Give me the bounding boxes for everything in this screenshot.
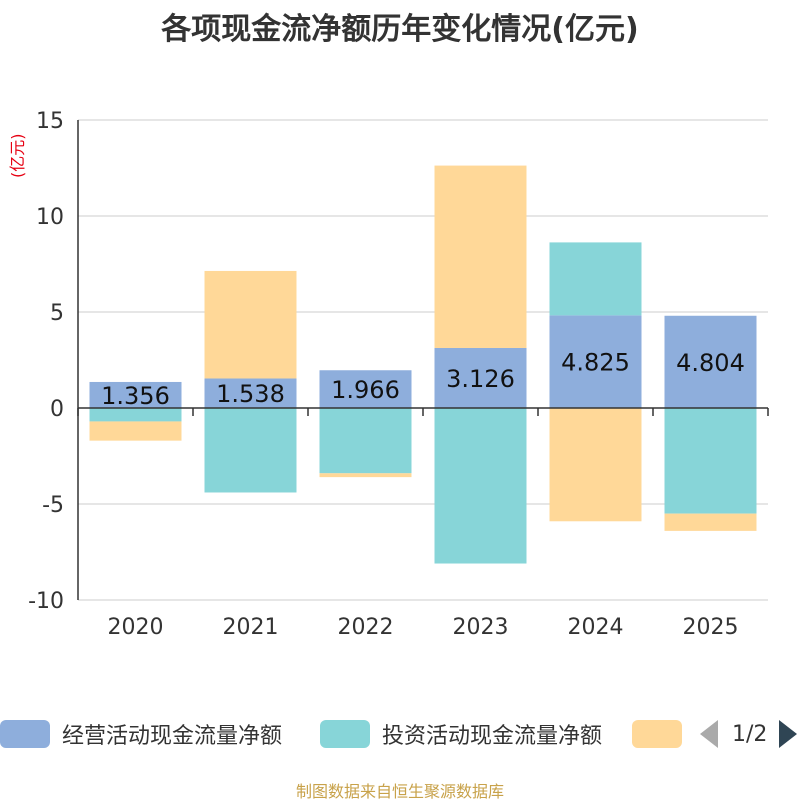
data-source-note: 制图数据来自恒生聚源数据库 (295, 782, 504, 801)
data-label: 1.966 (331, 376, 400, 404)
x-tick-label: 2021 (223, 615, 279, 640)
bar-operating-2024 (549, 315, 642, 408)
x-tick-label: 2022 (338, 615, 394, 640)
legend: 经营活动现金流量净额 投资活动现金流量净额 (0, 712, 800, 756)
legend-item-operating[interactable]: 经营活动现金流量净额 (0, 712, 282, 756)
bar-investing-2025 (664, 408, 757, 514)
x-tick-label: 2020 (108, 615, 164, 640)
data-label: 4.825 (561, 349, 630, 377)
legend-swatch-financing (632, 720, 682, 748)
bar-operating-2021 (204, 378, 297, 408)
bar-financing-2022 (319, 473, 412, 478)
legend-swatch-investing (320, 720, 370, 748)
bar-financing-2024 (549, 408, 642, 522)
bar-operating-2025 (664, 315, 757, 408)
bar-financing-2020 (89, 421, 182, 441)
legend-swatch-operating (0, 720, 50, 748)
bar-investing-2020 (89, 408, 182, 422)
y-tick-label: -10 (28, 589, 64, 614)
bar-investing-2024 (549, 242, 642, 316)
x-tick-label: 2024 (568, 615, 624, 640)
data-label: 1.356 (101, 382, 170, 410)
y-tick-label: 15 (36, 109, 64, 134)
bar-financing-2021 (204, 270, 297, 379)
legend-item-investing[interactable]: 投资活动现金流量净额 (320, 712, 602, 756)
legend-prev-page-icon[interactable] (700, 720, 718, 748)
y-tick-label: 10 (36, 205, 64, 230)
bar-financing-2025 (664, 513, 757, 531)
legend-next-page-icon[interactable] (779, 720, 798, 748)
x-tick-label: 2025 (683, 615, 739, 640)
bar-operating-2023 (434, 347, 527, 408)
bar-investing-2021 (204, 408, 297, 493)
legend-item-financing[interactable] (632, 712, 694, 756)
data-label: 4.804 (676, 349, 745, 377)
bar-financing-2023 (434, 165, 527, 348)
data-label: 3.126 (446, 365, 515, 393)
chart-svg: -10 -5 0 5 10 15 1.356 1.538 1.966 3.126 4.825 4.80… (28, 109, 769, 640)
bar-operating-2020 (89, 381, 182, 408)
y-tick-label: 0 (50, 397, 64, 422)
bar-investing-2022 (319, 408, 412, 474)
bar-operating-2022 (319, 370, 412, 408)
chart-title: 各项现金流净额历年变化情况(亿元) (161, 12, 639, 47)
y-tick-label: -5 (42, 493, 64, 518)
legend-pager: 1/2 (700, 712, 798, 756)
legend-label-investing: 投资活动现金流量净额 (382, 724, 603, 749)
y-tick-label: 5 (50, 301, 64, 326)
legend-label-operating: 经营活动现金流量净额 (62, 724, 283, 749)
bar-investing-2023 (434, 408, 527, 564)
x-tick-label: 2023 (453, 615, 509, 640)
data-label: 1.538 (216, 380, 285, 408)
legend-page-indicator: 1/2 (732, 721, 768, 747)
